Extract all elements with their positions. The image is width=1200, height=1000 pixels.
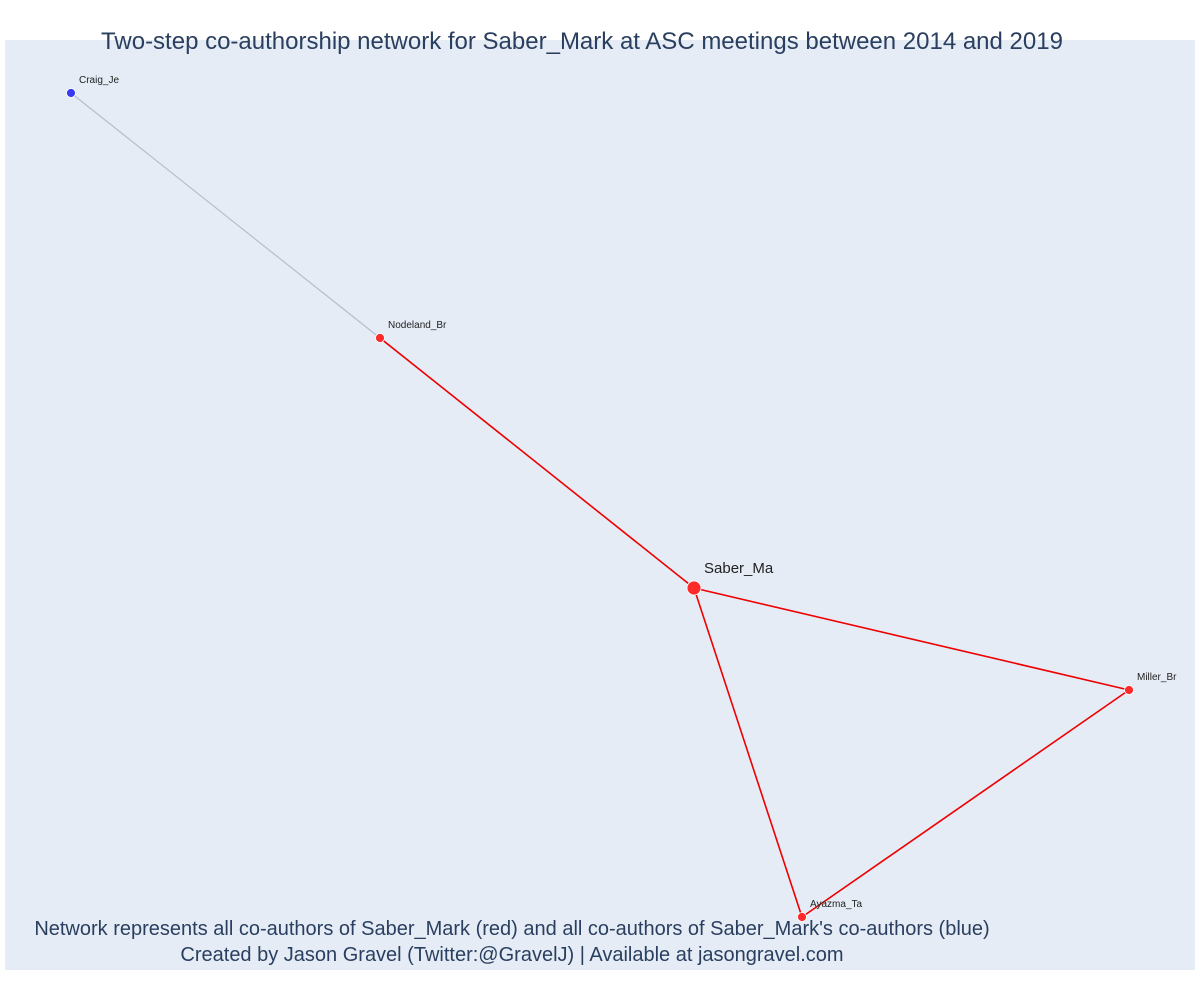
- node-label-craig-je: Craig_Je: [79, 75, 119, 86]
- labels-layer: Saber_Ma Nodeland_Br Miller_Br Ayazma_Ta Cra…: [79, 75, 1177, 910]
- node-nodeland-br[interactable]: [375, 333, 385, 343]
- node-saber-ma[interactable]: [686, 580, 702, 596]
- edge-saber-ma-miller-br: [693, 587, 1130, 691]
- node-miller-br[interactable]: [1124, 685, 1134, 695]
- chart-title: Two-step co-authorship network for Saber…: [101, 28, 1063, 55]
- node-craig-je[interactable]: [66, 88, 76, 98]
- network-graph: Saber_Ma Nodeland_Br Miller_Br Ayazma_Ta Cra…: [66, 75, 1177, 922]
- nodes-layer: [66, 88, 1134, 922]
- edge-saber-ma-nodeland-br: [379, 337, 695, 589]
- node-label-saber-ma: Saber_Ma: [704, 560, 774, 577]
- node-label-ayazma-ta: Ayazma_Ta: [810, 899, 863, 910]
- edge-nodeland-br-craig-je: [70, 92, 381, 339]
- node-label-miller-br: Miller_Br: [1137, 672, 1177, 683]
- legend-caption: Network represents all co-authors of Sab…: [34, 918, 990, 940]
- edge-saber-ma-ayazma-ta: [693, 587, 803, 918]
- edge-miller-br-ayazma-ta: [801, 689, 1130, 918]
- node-ayazma-ta[interactable]: [797, 912, 807, 922]
- plot-area: Saber_Ma Nodeland_Br Miller_Br Ayazma_Ta Cra…: [5, 40, 1195, 970]
- node-label-nodeland-br: Nodeland_Br: [388, 320, 447, 331]
- edges-layer: [70, 92, 1130, 918]
- credit-caption: Created by Jason Gravel (Twitter:@Gravel…: [180, 944, 844, 966]
